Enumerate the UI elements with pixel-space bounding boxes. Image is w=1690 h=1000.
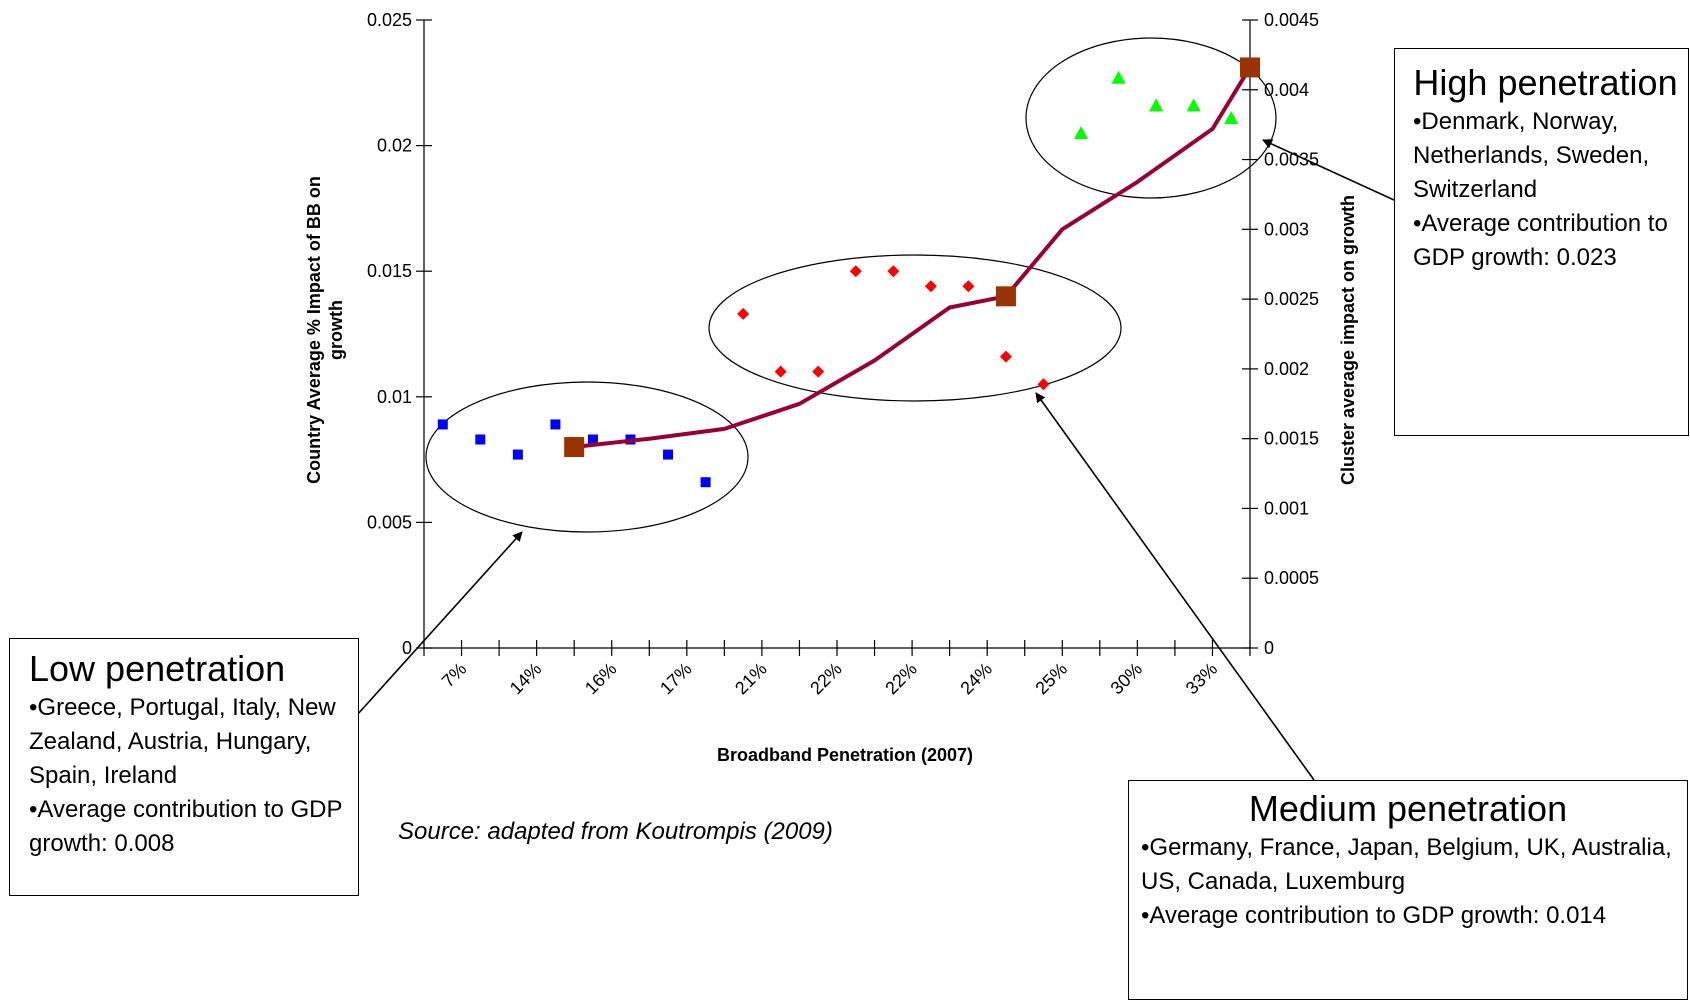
x-tick-label: 17% <box>656 659 696 699</box>
medium-country-point <box>737 307 750 320</box>
y-axis-title-left: Country Average % Impact of BB on growth <box>304 176 346 484</box>
cluster-average-point <box>564 437 585 458</box>
y-tick-label-right: 0.001 <box>1264 498 1309 518</box>
data-marks <box>437 57 1260 488</box>
low-penetration-title: Low penetration <box>29 648 286 689</box>
medium-country-point <box>999 350 1012 363</box>
medium-country-point <box>774 365 787 378</box>
source-note: Source: adapted from Koutrompis (2009) <box>398 818 833 845</box>
medium-country-point <box>962 280 975 293</box>
y-tick-label-right: 0.002 <box>1264 359 1309 379</box>
cluster-ellipses <box>425 37 1277 533</box>
medium-pointer-arrow <box>1035 392 1315 781</box>
low-cluster-ellipse <box>425 381 749 533</box>
low-country-point <box>663 449 674 460</box>
low-country-point <box>550 419 561 430</box>
x-axis-title: Broadband Penetration (2007) <box>717 745 973 765</box>
high-country-point <box>1111 70 1126 84</box>
low-pointer-arrow <box>356 531 523 716</box>
x-tick-label: 22% <box>806 659 846 699</box>
y-tick-label-left: 0.005 <box>367 512 412 532</box>
high-pointer-arrow <box>1262 139 1395 201</box>
medium-country-point <box>924 280 937 293</box>
medium-country-point <box>849 265 862 278</box>
y-tick-label-right: 0.0005 <box>1264 568 1319 588</box>
low-country-point <box>437 419 448 430</box>
y-tick-label-left: 0.02 <box>377 136 412 156</box>
low-country-point <box>587 434 598 445</box>
x-tick-label: 25% <box>1031 659 1071 699</box>
y-tick-label-right: 0 <box>1264 638 1274 658</box>
y-tick-label-right: 0.004 <box>1264 80 1309 100</box>
low-penetration-countries: •Greece, Portugal, Italy, New Zealand, A… <box>29 694 336 789</box>
x-tick-label: 30% <box>1107 659 1147 699</box>
y-tick-label-left: 0.025 <box>367 10 412 30</box>
y-tick-label-left: 0.015 <box>367 261 412 281</box>
cluster-trend-line <box>573 66 1252 449</box>
medium-penetration-title: Medium penetration <box>1248 788 1568 829</box>
high-penetration-countries: •Denmark, Norway, Netherlands, Sweden, S… <box>1413 108 1650 203</box>
x-tick-label: 22% <box>881 659 921 699</box>
pointer-arrows <box>356 139 1395 781</box>
y-tick-label-right: 0.0025 <box>1264 289 1319 309</box>
medium-cluster-ellipse <box>708 254 1122 402</box>
low-country-point <box>512 449 523 460</box>
x-tick-label: 16% <box>581 659 621 699</box>
medium-penetration-contribution: •Average contribution to GDP growth: 0.0… <box>1141 902 1607 929</box>
y-tick-label-right: 0.003 <box>1264 219 1309 239</box>
medium-penetration-callout: Medium penetration •Germany, France, Jap… <box>1128 780 1688 1000</box>
medium-country-point <box>1037 378 1050 391</box>
x-tick-label: 14% <box>506 659 546 699</box>
y-axis-title-right: Cluster average impact on growth <box>1338 195 1358 485</box>
x-tick-label: 21% <box>731 659 771 699</box>
high-country-point <box>1224 110 1239 124</box>
high-country-point <box>1186 98 1201 112</box>
high-cluster-ellipse <box>1025 37 1277 199</box>
cluster-average-point <box>1240 57 1260 78</box>
high-country-point <box>1074 126 1089 140</box>
high-penetration-callout: High penetration •Denmark, Norway, Nethe… <box>1394 48 1689 436</box>
low-country-point <box>475 434 486 445</box>
x-tick-label: 33% <box>1182 659 1222 699</box>
high-country-point <box>1149 98 1164 112</box>
medium-penetration-countries: •Germany, France, Japan, Belgium, UK, Au… <box>1141 834 1672 895</box>
x-tick-label: 7% <box>438 659 471 692</box>
y-tick-label-right: 0.0045 <box>1264 10 1319 30</box>
medium-country-point <box>887 265 900 278</box>
y-tick-label-right: 0.0035 <box>1264 150 1319 170</box>
medium-country-point <box>812 365 825 378</box>
x-tick-label: 24% <box>956 659 996 699</box>
high-penetration-title: High penetration <box>1413 62 1678 103</box>
y-tick-label-left: 0 <box>402 638 412 658</box>
cluster-average-point <box>995 286 1016 307</box>
y-tick-label-right: 0.0015 <box>1264 429 1319 449</box>
low-penetration-contribution: •Average contribution to GDP growth: 0.0… <box>29 796 343 857</box>
low-penetration-callout: Low penetration •Greece, Portugal, Italy… <box>9 638 359 896</box>
high-penetration-contribution: •Average contribution to GDP growth: 0.0… <box>1413 210 1668 271</box>
y-tick-label-left: 0.01 <box>377 387 412 407</box>
low-country-point <box>700 477 711 488</box>
axes: 0 0.005 0.01 0.015 0.02 0.025 0 0.0005 0.001 0.00… <box>367 10 1319 698</box>
